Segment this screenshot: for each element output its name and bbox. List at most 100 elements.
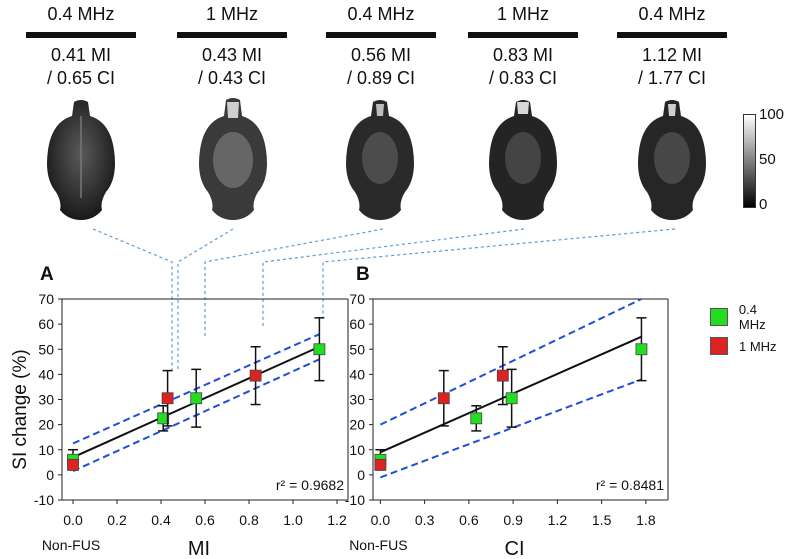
brain-mri-image-5 xyxy=(638,100,706,220)
connector-line xyxy=(262,228,525,328)
y-tick-label: 50 xyxy=(38,341,54,357)
data-point xyxy=(161,392,174,405)
brain-mri-image-3 xyxy=(346,100,414,220)
header-bar xyxy=(26,32,136,38)
condition-column-3: 0.4 MHz 0.56 MI / 0.89 CI xyxy=(326,0,436,90)
data-point xyxy=(67,458,79,471)
legend-item-0.4mhz: 0.4 MHz xyxy=(710,302,787,332)
y-tick-label: 30 xyxy=(349,392,365,408)
mi-label: 1.12 MI xyxy=(641,45,703,65)
data-point xyxy=(313,343,326,356)
y-tick-label: 0 xyxy=(46,467,54,483)
legend-item-1mhz: 1 MHz xyxy=(710,337,777,355)
brain-mri-image-2 xyxy=(199,98,267,220)
condition-column-5: 0.4 MHz 1.12 MI / 1.77 CI xyxy=(617,0,727,90)
colorbar-max-label: 100 xyxy=(759,106,785,123)
legend-label: 1 MHz xyxy=(739,338,777,354)
y-tick-label: 10 xyxy=(349,442,365,458)
x-tick-label: 0.4 xyxy=(151,512,171,528)
ci-label: / 0.43 CI xyxy=(197,68,267,88)
panel-letter: B xyxy=(356,264,370,285)
y-tick-label: 20 xyxy=(349,417,365,433)
brain-mri-image-4 xyxy=(489,100,557,220)
y-tick-label: 70 xyxy=(38,291,54,307)
data-point xyxy=(496,369,509,382)
condition-column-2: 1 MHz 0.43 MI / 0.43 CI xyxy=(177,0,287,90)
y-tick-label: -10 xyxy=(345,492,365,508)
mi-label: 0.83 MI xyxy=(492,45,554,65)
connector-line xyxy=(92,228,173,370)
x-tick-label: 1.2 xyxy=(548,512,568,528)
legend-label: 0.4 MHz xyxy=(738,302,766,332)
ci-label: / 0.65 CI xyxy=(46,68,116,88)
frequency-label: 0.4 MHz xyxy=(638,4,706,24)
x-tick-label: 0.2 xyxy=(107,512,127,528)
y-tick-label: -10 xyxy=(34,492,54,508)
data-point xyxy=(374,458,387,471)
x-tick-label: 0.9 xyxy=(503,512,523,528)
y-tick-label: 70 xyxy=(349,291,365,307)
legend-swatch-red xyxy=(710,337,728,355)
data-point xyxy=(249,369,262,382)
r-squared-annotation: r² = 0.9682 xyxy=(276,477,344,493)
y-tick-label: 30 xyxy=(38,392,54,408)
mi-label: 0.56 MI xyxy=(350,45,412,65)
frequency-label: 1 MHz xyxy=(205,4,258,24)
y-tick-label: 40 xyxy=(38,366,54,382)
colorbar-mid-label: 50 xyxy=(759,151,776,168)
x-tick-label: 1.2 xyxy=(327,512,347,528)
confidence-band-upper xyxy=(379,298,642,426)
ci-label: / 0.83 CI xyxy=(488,68,558,88)
y-tick-label: 50 xyxy=(349,341,365,357)
y-tick-label: 0 xyxy=(357,467,365,483)
data-point xyxy=(157,412,170,425)
panel-letter: A xyxy=(40,264,54,285)
x-tick-label: 1.8 xyxy=(636,512,656,528)
intensity-colorbar xyxy=(743,114,756,208)
mi-label: 0.41 MI xyxy=(50,45,112,65)
header-bar xyxy=(177,32,287,38)
x-tick-label: 1.5 xyxy=(592,512,612,528)
ci-label: / 0.89 CI xyxy=(346,68,416,88)
condition-column-4: 1 MHz 0.83 MI / 0.83 CI xyxy=(468,0,578,90)
x-axis-label: CI xyxy=(505,538,525,559)
legend-swatch-green xyxy=(710,308,728,326)
x-tick-label: 0.8 xyxy=(239,512,259,528)
brain-mri-image-1 xyxy=(47,100,115,220)
ci-label: / 1.77 CI xyxy=(637,68,707,88)
data-point xyxy=(190,392,203,405)
y-tick-label: 60 xyxy=(38,316,54,332)
y-axis-label: SI change (%) xyxy=(10,349,31,469)
x-tick-label: 0.6 xyxy=(459,512,479,528)
colorbar-min-label: 0 xyxy=(759,196,768,213)
non-fus-label: Non-FUS xyxy=(42,537,100,553)
x-tick-label: 0.3 xyxy=(415,512,435,528)
data-point xyxy=(470,412,483,425)
x-tick-label: 0.0 xyxy=(371,512,391,528)
condition-column-1: 0.4 MHz 0.41 MI / 0.65 CI xyxy=(26,0,136,90)
confidence-band-lower xyxy=(380,378,642,479)
header-bar xyxy=(468,32,578,38)
frequency-label: 1 MHz xyxy=(496,4,549,24)
frequency-label: 0.4 MHz xyxy=(347,4,415,24)
data-point xyxy=(505,392,518,405)
x-tick-label: 0.6 xyxy=(195,512,215,528)
y-tick-label: 10 xyxy=(38,442,54,458)
frequency-label: 0.4 MHz xyxy=(47,4,115,24)
non-fus-label: Non-FUS xyxy=(349,537,407,553)
r-squared-annotation: r² = 0.8481 xyxy=(596,477,664,493)
data-point xyxy=(437,392,450,405)
y-tick-label: 40 xyxy=(349,366,365,382)
data-point xyxy=(635,343,648,356)
header-bar xyxy=(617,32,727,38)
x-tick-label: 1.0 xyxy=(283,512,303,528)
connector-line xyxy=(322,228,676,318)
connector-line xyxy=(204,228,384,338)
x-tick-label: 0.0 xyxy=(63,512,83,528)
x-axis-label: MI xyxy=(188,538,210,559)
mi-label: 0.43 MI xyxy=(201,45,263,65)
y-tick-label: 20 xyxy=(38,417,54,433)
header-bar xyxy=(326,32,436,38)
y-tick-label: 60 xyxy=(349,316,365,332)
